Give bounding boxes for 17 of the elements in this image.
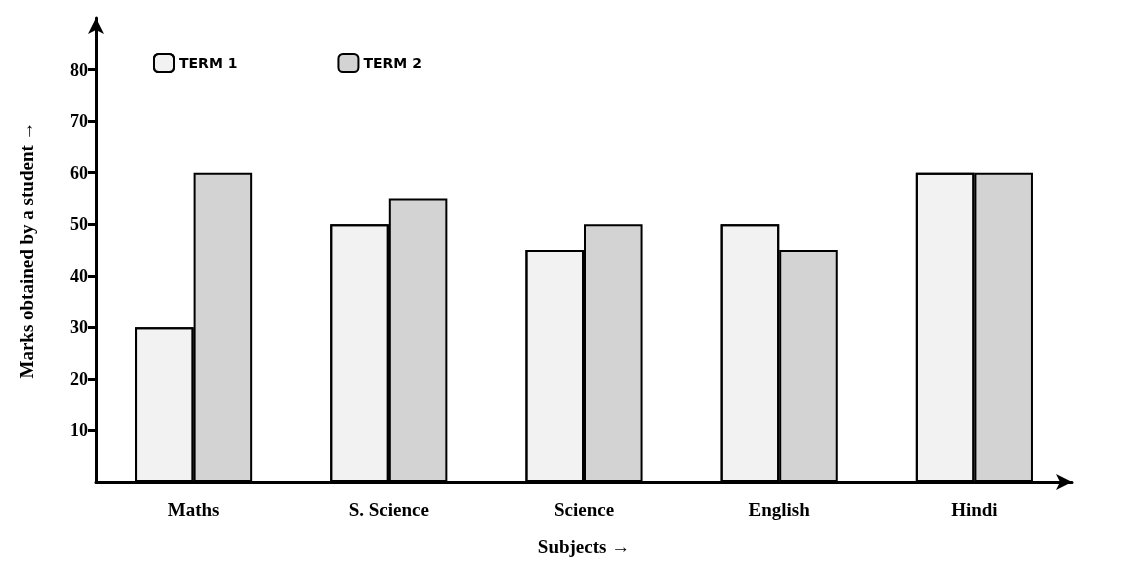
y-tick-label: 30 <box>70 317 88 338</box>
x-tick-label: S. Science <box>348 499 429 520</box>
y-tick-label: 20 <box>70 368 88 389</box>
y-tick-label: 80 <box>70 59 88 80</box>
y-tick-label: 40 <box>70 265 88 286</box>
x-axis-title: Subjects → <box>537 536 631 557</box>
legend-label: TERM 2 <box>363 55 422 71</box>
x-tick-label: Hindi <box>951 499 998 520</box>
y-tick-label: 50 <box>70 214 88 235</box>
x-tick-label: English <box>748 499 811 520</box>
y-axis-title: Marks obtained by a student → <box>16 121 37 379</box>
y-tick-label: 70 <box>70 111 88 132</box>
y-tick-label: 60 <box>70 162 88 183</box>
x-tick-label: Maths <box>167 499 220 520</box>
y-tick-label: 10 <box>70 420 88 441</box>
x-tick-label: Science <box>553 499 615 520</box>
legend-label: TERM 1 <box>179 55 238 71</box>
